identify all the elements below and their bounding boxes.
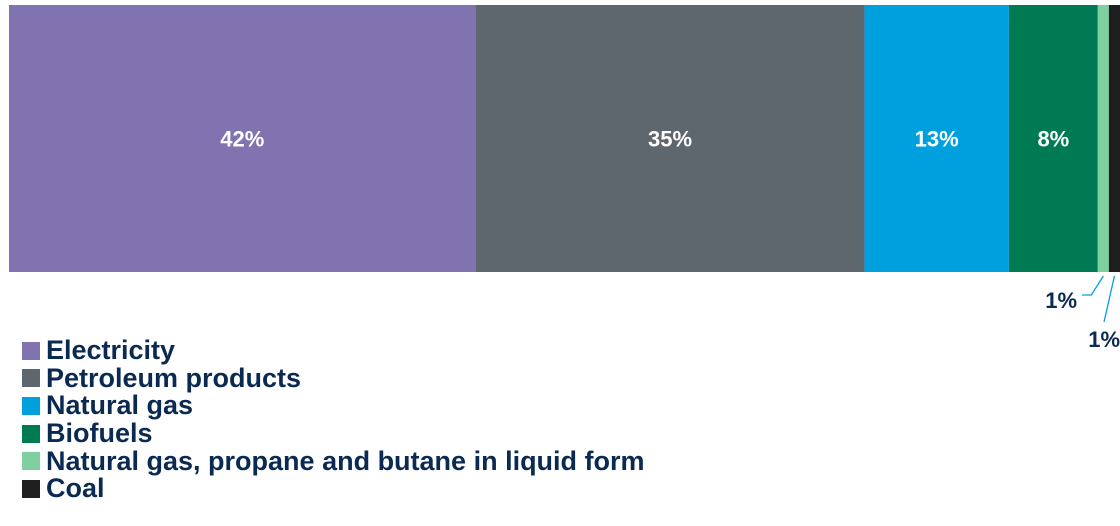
data-label-natural-gas: 13%	[915, 127, 959, 152]
data-label-biofuels: 8%	[1037, 127, 1069, 152]
bar-segment-petroleum-products	[475, 5, 865, 272]
data-label-petroleum-products: 35%	[648, 127, 692, 152]
legend-label-liquid-gas: Natural gas, propane and butane in liqui…	[46, 445, 645, 476]
bar-segment-electricity	[9, 5, 476, 272]
leader-line-liquid-gas	[1082, 275, 1104, 296]
legend-item-natural-gas: Natural gas	[22, 392, 645, 420]
legend-swatch-liquid-gas	[22, 452, 40, 471]
data-label-electricity: 42%	[220, 127, 264, 152]
legend-label-petroleum-products: Petroleum products	[46, 362, 302, 393]
legend-item-biofuels: Biofuels	[22, 420, 645, 448]
chart-legend: Electricity Petroleum products Natural g…	[22, 337, 645, 503]
legend-swatch-natural-gas	[22, 396, 40, 415]
legend-item-coal: Coal	[22, 475, 645, 503]
stacked-bar-chart: 42% 35% 13% 8% 1% 1%	[9, 5, 1120, 350]
legend-label-biofuels: Biofuels	[46, 418, 153, 449]
data-label-coal: 1%	[1088, 327, 1120, 350]
legend-item-petroleum-products: Petroleum products	[22, 362, 645, 393]
legend-swatch-coal	[22, 479, 40, 498]
bar-segment-natural-gas	[864, 5, 1009, 272]
legend-swatch-electricity	[22, 341, 40, 360]
data-label-liquid-gas: 1%	[1045, 288, 1077, 313]
legend-label-coal: Coal	[46, 473, 105, 504]
bar-segment-liquid-gas	[1097, 5, 1109, 272]
legend-item-liquid-gas: Natural gas, propane and butane in liqui…	[22, 447, 645, 475]
legend-label-natural-gas: Natural gas	[46, 390, 194, 421]
legend-swatch-biofuels	[22, 424, 40, 443]
bar-segment-biofuels	[1008, 5, 1098, 272]
leader-line-coal	[1103, 275, 1116, 323]
legend-label-electricity: Electricity	[46, 335, 176, 366]
legend-item-electricity: Electricity	[22, 337, 645, 365]
legend-swatch-petroleum-products	[22, 369, 40, 388]
bar-segment-coal	[1108, 5, 1120, 272]
